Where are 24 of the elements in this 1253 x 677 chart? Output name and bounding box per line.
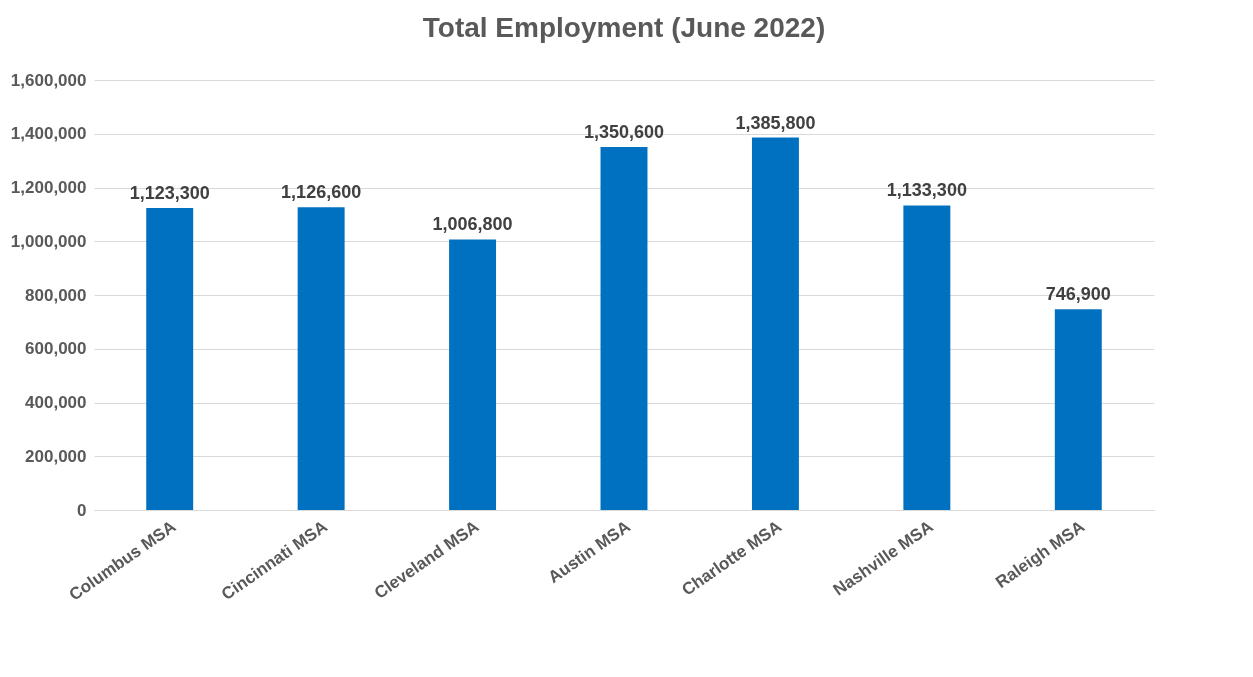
- y-tick-label: 1,400,000: [10, 124, 87, 144]
- y-tick-label: 1,200,000: [10, 178, 87, 197]
- data-label: 1,350,600: [583, 122, 665, 143]
- y-tick-label: 1,600,000: [10, 70, 87, 90]
- bar: [751, 137, 799, 510]
- data-label: 1,006,800: [432, 214, 513, 235]
- data-label: 1,133,300: [886, 180, 967, 201]
- y-tick-label: 200,000: [25, 446, 87, 466]
- bar: [297, 207, 345, 510]
- data-label: 1,126,600: [281, 182, 362, 203]
- y-tick-label: 400,000: [25, 393, 87, 412]
- bar: [146, 208, 194, 510]
- y-tick-label: 800,000: [25, 285, 87, 305]
- y-tick-label: 600,000: [25, 339, 87, 359]
- y-tick-label: 0: [77, 500, 87, 520]
- data-label: 1,385,800: [735, 112, 816, 133]
- data-label: 746,900: [1045, 284, 1111, 305]
- y-tick-label: 1,000,000: [10, 231, 87, 251]
- chart-title: Total Employment (June 2022): [422, 12, 826, 43]
- bar: [1054, 309, 1102, 510]
- bar: [600, 147, 648, 510]
- data-label: 1,123,300: [129, 183, 210, 204]
- bar: [903, 205, 951, 510]
- bar: [449, 239, 497, 510]
